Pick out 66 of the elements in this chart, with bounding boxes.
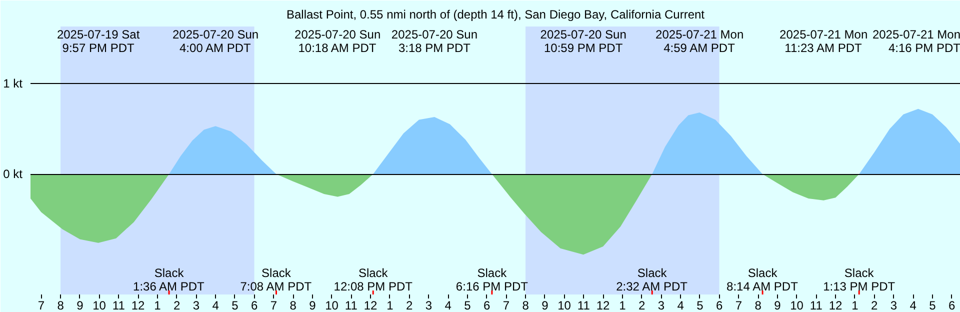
x-tick-label: 4 (212, 298, 220, 312)
x-tick-label: 7 (38, 298, 45, 312)
x-tick-label: 2 (173, 298, 180, 312)
x-tick-label: 8 (522, 298, 530, 312)
x-tick-label: 10 (790, 298, 804, 312)
annotation: Slack 12:08 PM PDT (334, 266, 414, 294)
x-tick-label: 10 (325, 298, 339, 312)
annotation: Slack 6:16 PM PDT (456, 266, 529, 294)
x-tick-label: 6 (483, 298, 490, 312)
annotation: Slack 1:13 PM PDT (823, 266, 896, 294)
y-tick-label: 1 kt (3, 76, 24, 91)
x-tick-label: 5 (696, 298, 704, 312)
annotation: Slack 8:14 AM PDT (726, 266, 799, 294)
x-tick-label: 1 (154, 298, 162, 312)
annotation: 2025-07-21 Mon 11:23 AM PDT (780, 28, 868, 55)
x-tick-label: 1 (619, 298, 626, 312)
annotation: 2025-07-20 Sun 3:18 PM PDT (391, 28, 478, 55)
x-tick-label: 8 (57, 298, 64, 312)
x-tick-label: 11 (112, 298, 126, 312)
x-tick-label: 11 (577, 298, 590, 312)
x-tick-label: 4 (910, 298, 917, 312)
x-tick-label: 11 (344, 298, 358, 312)
x-tick-label: 7 (270, 298, 278, 312)
annotation: Slack 2:32 AM PDT (616, 266, 688, 294)
annotation: 2025-07-21 Mon 4:16 PM PDT (872, 28, 960, 55)
x-tick-label: 9 (309, 298, 316, 312)
x-tick-label: 8 (290, 298, 297, 312)
x-tick-label: 2 (638, 298, 646, 312)
annotation: Slack 7:08 AM PDT (240, 266, 312, 294)
x-tick-label: 9 (542, 298, 549, 312)
x-tick-label: 10 (92, 298, 106, 312)
x-tick-label: 4 (677, 298, 684, 312)
x-tick-label: 5 (464, 298, 472, 312)
x-tick-label: 3 (890, 298, 898, 312)
x-tick-label: 2 (406, 298, 413, 312)
annotation: Slack 1:36 AM PDT (133, 266, 206, 294)
x-tick-label: 10 (558, 298, 572, 312)
x-tick-label: 5 (232, 298, 239, 312)
x-tick-label: 6 (250, 298, 258, 312)
x-tick-label: 11 (810, 298, 823, 312)
x-tick-label: 5 (929, 298, 936, 312)
x-tick-label: 6 (716, 298, 723, 312)
annotation: 2025-07-20 Sun 10:59 PM PDT (540, 28, 626, 55)
x-tick-label: 7 (735, 298, 742, 312)
x-tick-label: 12 (828, 298, 843, 312)
x-tick-label: 4 (444, 298, 452, 312)
annotation: 2025-07-19 Sat 9:57 PM PDT (56, 28, 140, 55)
x-tick-label: 7 (502, 298, 510, 312)
annotation: 2025-07-20 Sun 10:18 AM PDT (294, 28, 381, 55)
x-tick-label: 2 (870, 298, 878, 312)
x-tick-label: 12 (596, 298, 610, 312)
x-tick-label: 3 (425, 298, 432, 312)
chart-title: Ballast Point, 0.55 nmi north of (depth 14 ft), San Diego Bay, California Current (286, 8, 706, 22)
x-tick-label: 12 (364, 298, 378, 312)
y-tick-label: 0 kt (3, 167, 24, 182)
x-tick-label: 3 (658, 298, 665, 312)
x-tick-label: 9 (76, 298, 84, 312)
x-tick-label: 9 (774, 298, 782, 312)
annotation: 2025-07-20 Sun 4:00 AM PDT (172, 28, 259, 55)
x-tick-label: 12 (131, 298, 146, 312)
x-tick-label: 6 (948, 298, 956, 312)
x-tick-label: 3 (192, 298, 200, 312)
x-tick-label: 8 (754, 298, 762, 312)
x-tick-label: 1 (852, 298, 859, 312)
x-tick-label: 1 (386, 298, 394, 312)
annotation: 2025-07-21 Mon 4:59 AM PDT (656, 28, 744, 55)
